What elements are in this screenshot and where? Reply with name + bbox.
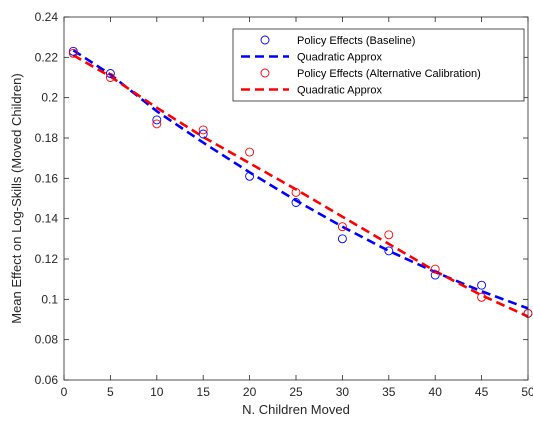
data-point [245,171,255,181]
quadratic-approx-line-3 [72,54,529,318]
data-point [430,264,440,274]
x-tick-label: 35 [382,385,396,399]
x-tick-label: 15 [197,385,211,399]
data-point [105,69,115,78]
data-point [198,129,208,139]
x-tick-label: 20 [243,385,257,399]
x-tick-label: 10 [150,385,164,399]
y-tick-label: 0.14 [35,212,59,226]
x-tick-label: 5 [107,385,114,399]
data-point [477,280,487,290]
data-point [384,230,394,240]
ticks-group: 0 5 10 15 20 25 30 35 40 45 50 0.06 0.08 0.1 0.12 0.14 0… [35,10,533,399]
legend-entry-0: Policy Effects (Baseline) [297,35,415,47]
y-tick-label: 0.1 [41,292,58,306]
data-point [430,270,440,280]
legend-entry-2: Policy Effects (Alternative Calibration) [297,68,481,80]
data-point [68,48,78,58]
x-axis-label: N. Children Moved [242,402,350,417]
legend-box [232,28,525,102]
legend-entry-3: Quadratic Approx [297,85,382,97]
legend-marker-0 [260,35,270,45]
y-tick-label: 0.2 [41,91,58,105]
data-point [337,234,347,244]
data-point [245,147,255,157]
data-point [337,222,347,232]
x-tick-label: 50 [521,385,533,399]
data-point [291,198,301,207]
x-tick-label: 25 [289,385,303,399]
y-tick-label: 0.24 [35,10,59,24]
x-tick-label: 0 [61,385,68,399]
data-point [291,187,301,197]
x-tick-label: 40 [429,385,443,399]
y-tick-label: 0.12 [35,252,59,266]
plot-frame [63,16,529,381]
y-tick-label: 0.18 [35,131,59,145]
y-axis-label: Mean Effect on Log-Skills (Moved Childre… [9,73,24,324]
legend: Policy Effects (Baseline) Quadratic Appro… [232,28,525,102]
series-layer [68,46,533,318]
y-tick-label: 0.16 [35,171,59,185]
y-tick-label: 0.08 [35,333,59,347]
y-tick-label: 0.22 [35,50,59,64]
data-point [477,292,487,302]
data-point [68,46,78,56]
data-point [152,115,162,125]
legend-entry-1: Quadratic Approx [297,52,382,64]
y-tick-label: 0.06 [35,373,59,387]
data-point [198,125,208,135]
data-point [384,246,394,256]
x-tick-label: 45 [475,385,489,399]
data-point [105,73,115,82]
data-point [152,119,162,129]
legend-marker-2 [260,68,270,78]
x-tick-label: 30 [336,385,350,399]
